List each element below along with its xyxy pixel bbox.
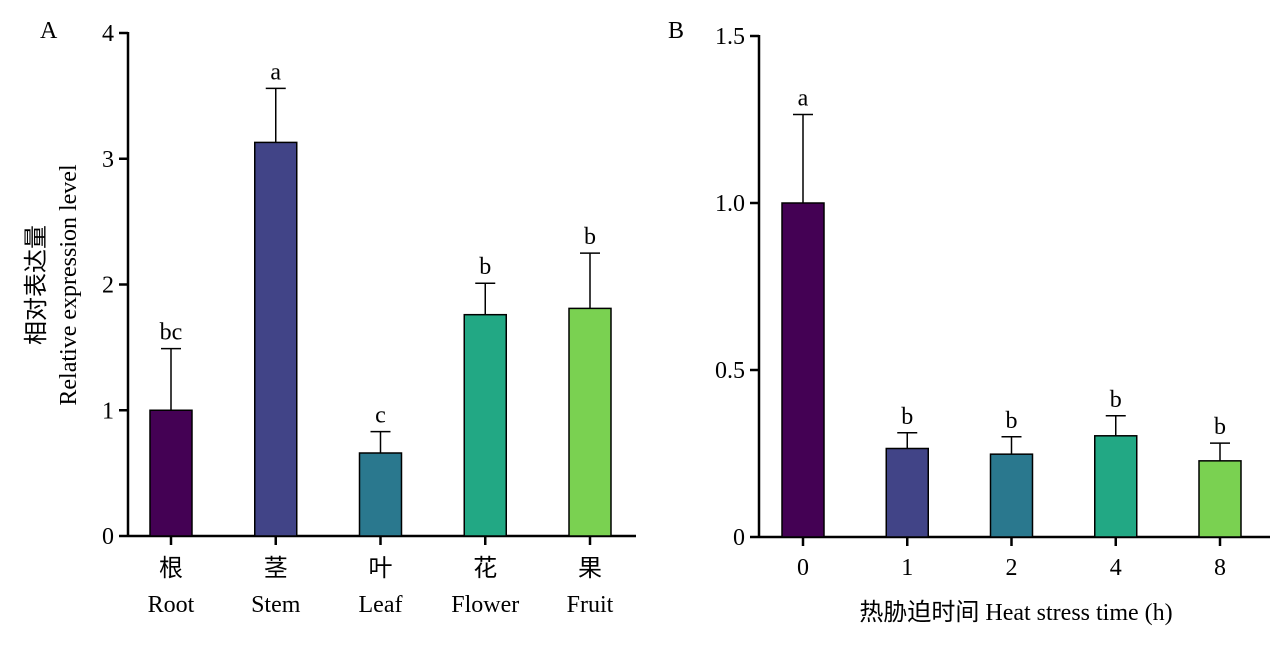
a-significance-label: b — [479, 254, 491, 280]
a-significance-label: c — [375, 403, 386, 429]
a-x-tick-label-cn: 叶 — [369, 556, 393, 582]
a-x-tick-label-cn: 花 — [473, 555, 497, 582]
panel-a-ylabel: Relative expression level — [56, 164, 82, 406]
b-significance-label: a — [798, 85, 809, 111]
b-significance-label: b — [1110, 387, 1122, 413]
a-x-tick-label: Root — [148, 592, 195, 618]
a-bar — [463, 313, 507, 537]
panel-a: A 相对表达量 Relative expression level 0 1 2 3 4 根… — [23, 18, 636, 618]
panel-b-label: B — [668, 18, 684, 44]
b-x-tick-label: 4 — [1110, 555, 1122, 581]
b-bar — [989, 453, 1034, 538]
b-y-tick-label: 0 — [733, 525, 745, 551]
b-bar — [781, 202, 825, 538]
a-y-tick-label: 0 — [102, 524, 114, 550]
panel-a-bars: bc a c b b — [149, 59, 612, 537]
a-y-tick-label: 3 — [102, 147, 114, 173]
b-y-tick-label: 1.5 — [715, 24, 745, 50]
a-bar — [358, 452, 403, 537]
b-significance-label: b — [1006, 408, 1018, 434]
panel-a-axes: 0 1 2 3 4 根 Root 茎 Stem 叶 Leaf 花 Flower 果 Fruit — [102, 21, 636, 618]
b-y-tick-label: 1.0 — [715, 191, 745, 217]
b-x-tick-label: 2 — [1006, 555, 1018, 581]
a-significance-label: b — [584, 224, 596, 250]
a-y-tick-label: 1 — [102, 398, 114, 424]
b-y-tick-label: 0.5 — [715, 358, 745, 384]
a-bar — [254, 141, 298, 537]
a-x-tick-label-cn: 果 — [578, 556, 602, 582]
panel-b: B 热胁迫时间 Heat stress time (h) 0 0.5 1.0 1.5 0… — [668, 18, 1270, 626]
a-bar — [568, 307, 612, 537]
b-significance-label: b — [901, 404, 913, 430]
a-y-tick-label: 4 — [102, 21, 114, 47]
b-bar — [1198, 460, 1242, 538]
a-significance-label: a — [270, 59, 281, 85]
b-x-tick-label: 1 — [901, 555, 913, 581]
b-x-tick-label: 8 — [1214, 555, 1226, 581]
b-significance-label: b — [1214, 414, 1226, 440]
a-x-tick-label: Leaf — [359, 592, 403, 618]
panel-b-xlabel: 热胁迫时间 Heat stress time (h) — [859, 599, 1172, 626]
a-x-tick-label-cn: 茎 — [264, 555, 288, 582]
b-bar — [885, 447, 929, 538]
a-x-tick-label-cn: 根 — [159, 555, 183, 582]
a-significance-label: bc — [160, 320, 183, 346]
b-bar — [1094, 435, 1138, 538]
a-y-tick-label: 2 — [102, 273, 114, 299]
b-x-tick-label: 0 — [797, 555, 809, 581]
panel-a-ylabel-cn: 相对表达量 — [23, 225, 50, 345]
panel-a-label: A — [40, 18, 58, 44]
a-x-tick-label: Fruit — [567, 592, 614, 618]
a-bar — [149, 409, 193, 537]
a-x-tick-label: Flower — [451, 592, 519, 618]
panel-b-bars: a b b b b — [781, 85, 1242, 538]
a-x-tick-label: Stem — [251, 592, 301, 618]
